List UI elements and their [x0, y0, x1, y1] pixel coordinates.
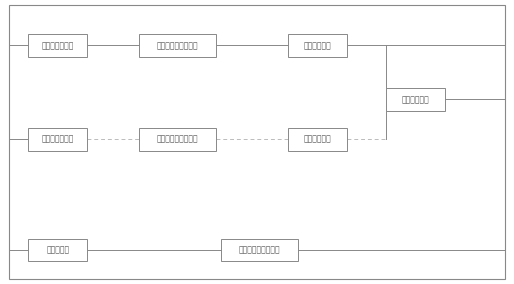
Text: 第三双频电源切换器: 第三双频电源切换器	[239, 245, 280, 254]
Text: 第一电容极板: 第一电容极板	[304, 41, 331, 50]
Text: 高频淬火变压器: 高频淬火变压器	[42, 41, 74, 50]
Text: 第一双频电源切换器: 第一双频电源切换器	[157, 41, 198, 50]
Bar	[386, 88, 445, 111]
Bar	[28, 34, 87, 57]
Text: 第二双频电源切换器: 第二双频电源切换器	[157, 135, 198, 144]
Bar	[28, 128, 87, 151]
Bar	[288, 34, 347, 57]
Text: 第三电容极板: 第三电容极板	[401, 95, 429, 104]
Text: 淬火感应器: 淬火感应器	[46, 245, 69, 254]
Text: 中频淬火变压器: 中频淬火变压器	[42, 135, 74, 144]
Text: 第二电容极板: 第二电容极板	[304, 135, 331, 144]
Bar	[288, 128, 347, 151]
Bar	[139, 34, 216, 57]
Bar	[221, 239, 298, 261]
Bar	[28, 239, 87, 261]
Bar	[139, 128, 216, 151]
